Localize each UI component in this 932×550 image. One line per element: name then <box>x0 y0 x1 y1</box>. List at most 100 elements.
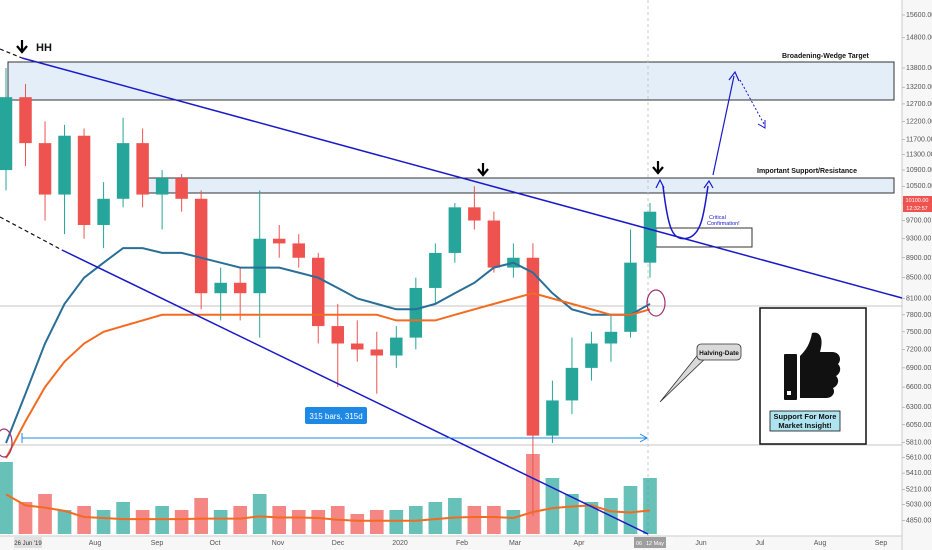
candle-body <box>272 238 286 244</box>
volume-bar <box>545 478 560 534</box>
price-tick-label: 6300.00 <box>906 404 931 411</box>
time-tick-label: Nov <box>272 540 285 547</box>
end-date-label-box <box>634 537 666 548</box>
candle-body <box>253 238 266 294</box>
price-tick-label: 12200.00 <box>906 118 932 125</box>
volume-bar <box>0 462 13 534</box>
time-tick-label: Aug <box>89 540 102 547</box>
projection-arrowhead-3 <box>728 70 740 82</box>
price-tick-label: 5210.00 <box>906 486 931 493</box>
volume-bar <box>252 494 267 534</box>
volume-bar <box>350 514 365 534</box>
price-tick-label: 6050.00 <box>906 422 931 429</box>
volume-bar <box>311 510 326 534</box>
projection-pullback-line <box>739 79 765 125</box>
candle-body <box>155 178 169 195</box>
projection-breakout-line <box>712 75 735 176</box>
range-measure-arrowhead <box>639 433 649 443</box>
price-tick-label: 8100.00 <box>906 296 931 303</box>
price-tick-label: 13800.00 <box>906 65 932 72</box>
candle-body <box>585 343 598 368</box>
volume-bar <box>77 506 91 534</box>
critical-label-line1: Critical <box>709 215 726 221</box>
price-tick-label: 10500.00 <box>906 183 932 190</box>
volume-bar <box>291 510 306 534</box>
price-tick-label: 9700.00 <box>906 218 931 225</box>
volume-bar <box>38 494 52 534</box>
price-tick-label: 7500.00 <box>906 329 931 336</box>
volume-moving-average <box>5 493 651 522</box>
candle-body <box>546 400 559 436</box>
candle-body <box>77 135 91 226</box>
wedge-upper-extension <box>0 48 23 59</box>
volume-bar <box>389 510 404 534</box>
volume-bar <box>174 510 189 534</box>
candle-body <box>370 349 384 356</box>
volume-bar <box>643 478 657 534</box>
price-tick-label: 10900.00 <box>906 167 932 174</box>
candle-body <box>624 262 637 332</box>
time-axis: Aug Sep Oct Nov Dec 2020 Feb Mar Apr Jun Jul Aug Sep <box>89 540 888 547</box>
volume-bars <box>0 454 657 534</box>
price-tick-label: 9300.00 <box>906 236 931 243</box>
candle-body <box>175 178 188 199</box>
time-tick-label: Aug <box>814 540 827 547</box>
candle-body <box>604 331 618 344</box>
volume-bar <box>135 510 150 534</box>
time-tick-label: Jun <box>695 540 706 547</box>
volume-bar <box>369 510 384 534</box>
volume-bar <box>467 506 482 534</box>
price-tick-label: 14800.00 <box>906 35 932 42</box>
candle-body <box>292 243 305 258</box>
candle-body <box>0 97 13 171</box>
time-tick-label: Sep <box>151 540 164 547</box>
price-axis-background <box>902 0 932 550</box>
candle-body <box>448 207 462 253</box>
price-tick-label: 11700.00 <box>906 136 932 143</box>
wedge-lower-extension <box>0 216 63 251</box>
price-axis: 4850.00 5030.00 5210.00 5410.00 5610.00 5810.… <box>902 12 932 524</box>
time-tick-label: Dec <box>332 540 345 547</box>
candle-body <box>311 257 325 327</box>
end-date-prefix: 06 <box>636 541 642 547</box>
price-tick-label: 8900.00 <box>906 255 931 262</box>
time-tick-label: Jul <box>756 540 765 547</box>
broadening-target-label: Broadening-Wedge Target <box>782 53 870 60</box>
projection-arrowhead-2 <box>703 179 714 189</box>
price-tick-label: 5610.00 <box>906 454 931 461</box>
range-measure-label: 315 bars, 315d <box>309 412 362 421</box>
critical-label-line2: Confirmation! <box>707 221 740 227</box>
volume-bar <box>487 506 501 534</box>
time-axis-background <box>0 536 902 550</box>
time-tick-label: Mar <box>509 540 522 547</box>
volume-bar <box>57 510 72 534</box>
down-arrow-icon <box>16 40 28 54</box>
time-tick-label: Sep <box>875 540 888 547</box>
moving-average-orange <box>5 292 651 459</box>
volume-bar <box>565 494 579 534</box>
candle-body <box>136 143 149 195</box>
countdown-label: 12:32:57 <box>906 206 927 212</box>
time-tick-label: Feb <box>456 540 468 547</box>
candle-body <box>468 207 481 221</box>
higher-high-label: HH <box>36 42 52 54</box>
price-tick-label: 11300.00 <box>906 151 932 158</box>
candle-body <box>331 326 345 344</box>
support-resistance-label: Important Support/Resistance <box>757 168 857 175</box>
time-tick-label: Oct <box>210 540 221 547</box>
start-date-label-box <box>14 537 42 548</box>
price-tick-label: 12700.00 <box>906 101 932 108</box>
price-tick-label: 5410.00 <box>906 470 931 477</box>
projection-arrowhead-1 <box>655 178 665 189</box>
price-tick-label: 5810.00 <box>906 439 931 446</box>
candle-body <box>38 143 52 195</box>
down-arrow-icon <box>652 161 664 175</box>
candle-body <box>58 135 71 195</box>
volume-bar <box>623 486 638 534</box>
support-card-caption-line2: Market Insight! <box>778 421 831 430</box>
volume-bar <box>506 510 521 534</box>
candle-body <box>487 220 501 268</box>
volume-bar <box>18 502 33 534</box>
candle-body <box>214 282 227 294</box>
